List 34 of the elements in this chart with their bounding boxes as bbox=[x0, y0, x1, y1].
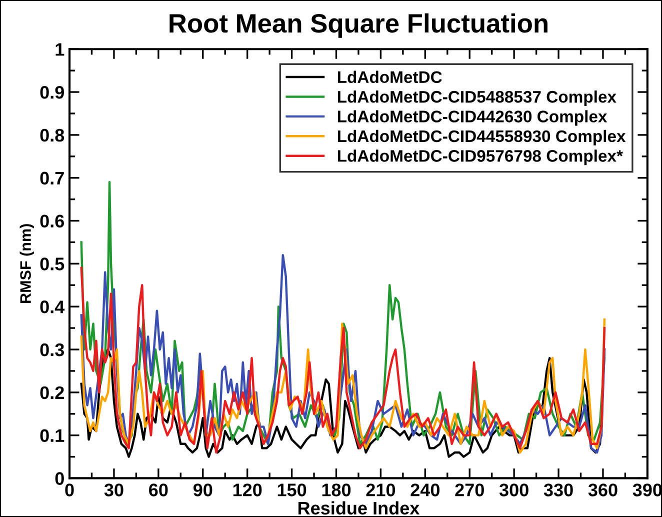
x-axis-title: Residue Index bbox=[298, 501, 420, 515]
x-tick-label: 90 bbox=[193, 484, 212, 496]
x-tick-label: 300 bbox=[499, 484, 528, 496]
x-tick-label: 120 bbox=[233, 484, 262, 496]
y-tick-label: 0.2 bbox=[40, 386, 64, 400]
y-tick-label: 0.1 bbox=[40, 429, 64, 442]
y-tick-label: 0.7 bbox=[40, 172, 64, 185]
x-tick-label: 390 bbox=[632, 484, 662, 496]
x-tick-label: 270 bbox=[455, 484, 484, 496]
x-tick-label: 180 bbox=[322, 484, 351, 496]
y-tick-label: 0.6 bbox=[40, 214, 64, 228]
chart-title: Root Mean Square Fluctuation bbox=[170, 13, 548, 38]
y-tick-label: 0.3 bbox=[40, 343, 64, 356]
y-tick-label: 0.4 bbox=[40, 300, 65, 314]
x-tick-label: 150 bbox=[278, 484, 306, 496]
y-tick-label: 0.8 bbox=[40, 128, 64, 142]
x-tick-label: 210 bbox=[366, 484, 396, 496]
legend-label: LdAdoMetDC-CID5488537 Complex bbox=[338, 90, 616, 106]
x-tick-label: 30 bbox=[104, 484, 124, 496]
x-tick-label: 360 bbox=[588, 484, 618, 496]
legend-label: LdAdoMetDC-CID442630 Complex bbox=[338, 110, 608, 126]
y-tick-label: 0.5 bbox=[40, 258, 64, 270]
x-tick-label: 330 bbox=[544, 484, 573, 496]
y-tick-label: 0.9 bbox=[40, 86, 64, 99]
y-tick-label: 1 bbox=[56, 43, 64, 56]
y-tick-label: 0 bbox=[55, 472, 64, 485]
y-axis-title: RMSF (nm) bbox=[20, 224, 34, 303]
x-tick-label: 240 bbox=[410, 484, 440, 496]
x-tick-label: 60 bbox=[149, 484, 168, 496]
legend-label: LdAdoMetDC-CID9576798 Complex* bbox=[338, 150, 623, 166]
legend-label: LdAdoMetDC bbox=[338, 70, 442, 84]
legend-label: LdAdoMetDC-CID44558930 Complex bbox=[338, 130, 626, 146]
line-series bbox=[80, 318, 606, 454]
x-tick-label: 0 bbox=[65, 484, 74, 496]
